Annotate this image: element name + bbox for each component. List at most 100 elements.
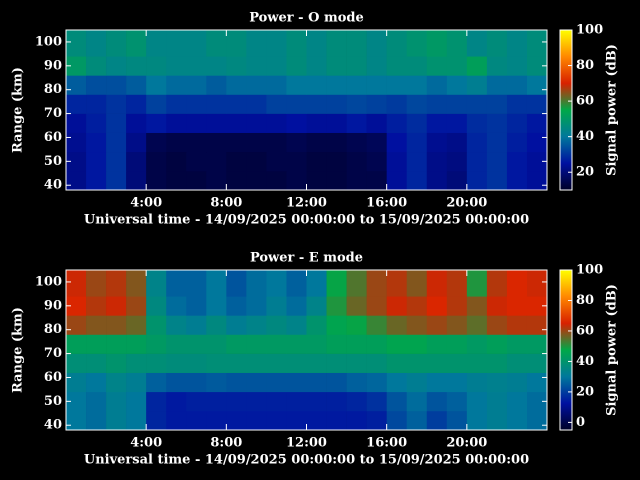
heatmap-cell (166, 391, 187, 412)
heatmap-cell (326, 75, 347, 95)
heatmap-cell (506, 94, 528, 114)
heatmap-cell (206, 30, 227, 57)
heatmap-cell (246, 372, 267, 393)
heatmap-cell (166, 56, 187, 76)
heatmap-cell (126, 270, 147, 297)
heatmap-cell (346, 372, 367, 393)
heatmap-cell (346, 296, 367, 316)
heatmap-cell (126, 56, 147, 76)
heatmap-cell (106, 372, 127, 393)
heatmap-cell (166, 94, 187, 114)
heatmap-cell (446, 75, 468, 95)
heatmap-cell (266, 132, 287, 153)
heatmap-cell (446, 270, 468, 297)
heatmap-cell (346, 132, 367, 153)
colorbar-tick-label: 40 (576, 129, 594, 144)
heatmap-cell (446, 372, 468, 393)
heatmap-cell (146, 75, 167, 95)
colorbar-label: Signal power (dB) (605, 44, 620, 176)
heatmap-cell (246, 30, 267, 57)
heatmap-cell (406, 296, 428, 316)
heatmap-cell (426, 30, 448, 57)
heatmap-cell (126, 113, 147, 133)
colorbar-tick-label: 60 (576, 94, 594, 109)
heatmap-cell (206, 270, 227, 297)
heatmap-cell (66, 170, 87, 191)
heatmap-cell (206, 56, 227, 76)
x-axis-label: Universal time - 14/09/2025 00:00:00 to … (84, 213, 529, 228)
heatmap-cell (386, 410, 408, 431)
heatmap-cell (366, 334, 387, 354)
heatmap-cell (426, 315, 448, 335)
heatmap-cell (286, 296, 307, 316)
heatmap-cell (486, 410, 508, 431)
heatmap-cell (106, 170, 127, 191)
heatmap-cell (406, 56, 428, 76)
heatmap-cell (326, 315, 347, 335)
heatmap-cell (306, 296, 327, 316)
heatmap-cell (166, 372, 187, 393)
heatmap-cell (266, 270, 287, 297)
heatmap-cell (326, 151, 347, 172)
heatmap-cell (326, 113, 347, 133)
heatmap-cell (306, 270, 327, 297)
heatmap-cell (246, 315, 267, 335)
colorbar-label: Signal power (dB) (605, 284, 620, 416)
heatmap-cell (526, 391, 548, 412)
y-tick-label: 70 (44, 106, 62, 121)
heatmap-cell (466, 372, 488, 393)
heatmap-cell (226, 296, 247, 316)
heatmap-cell (186, 151, 207, 172)
heatmap-cell (206, 113, 227, 133)
heatmap-cell (526, 296, 548, 316)
heatmap-cell (206, 315, 227, 335)
heatmap-cell (226, 270, 247, 297)
heatmap-cell (106, 30, 127, 57)
heatmap-cell (346, 151, 367, 172)
heatmap-cell (406, 75, 428, 95)
heatmap-cell (66, 113, 87, 133)
heatmap-cell (86, 372, 107, 393)
heatmap-cell (406, 270, 428, 297)
heatmap-cell (366, 56, 387, 76)
heatmap-cell (246, 113, 267, 133)
colorbar-tick-label: 80 (576, 58, 594, 73)
heatmap-cell (286, 94, 307, 114)
heatmap-cell (426, 296, 448, 316)
heatmap-cell (226, 372, 247, 393)
heatmap-cell (286, 315, 307, 335)
heatmap-cell (226, 410, 247, 431)
heatmap-cell (346, 410, 367, 431)
x-tick-label: 12:00 (286, 196, 327, 211)
y-tick-label: 60 (44, 130, 62, 145)
heatmap-cell (486, 94, 508, 114)
colorbar-tick-label: 20 (576, 165, 594, 180)
heatmap-cell (366, 410, 387, 431)
heatmap-cell (246, 334, 267, 354)
heatmap-cell (206, 296, 227, 316)
heatmap-cell (266, 391, 287, 412)
heatmap-cell (126, 315, 147, 335)
heatmap-cell (486, 391, 508, 412)
heatmap-cell (166, 30, 187, 57)
heatmap-cell (446, 56, 468, 76)
heatmap-cell (86, 56, 107, 76)
y-tick-label: 100 (35, 274, 62, 289)
heatmap-cell (526, 113, 548, 133)
x-tick-label: 20:00 (446, 196, 487, 211)
heatmap-cell (306, 56, 327, 76)
heatmap-cell (166, 75, 187, 95)
heatmap-cell (526, 410, 548, 431)
heatmap-cell (206, 353, 227, 373)
heatmap-cell (366, 113, 387, 133)
heatmap-cell (66, 94, 87, 114)
heatmap-cell (66, 353, 87, 373)
heatmap-cell (506, 353, 528, 373)
heatmap-cell (426, 334, 448, 354)
heatmap-cell (466, 132, 488, 153)
heatmap-cell (466, 56, 488, 76)
heatmap-cell (506, 391, 528, 412)
heatmap-cell (66, 270, 87, 297)
heatmap-cell (86, 270, 107, 297)
